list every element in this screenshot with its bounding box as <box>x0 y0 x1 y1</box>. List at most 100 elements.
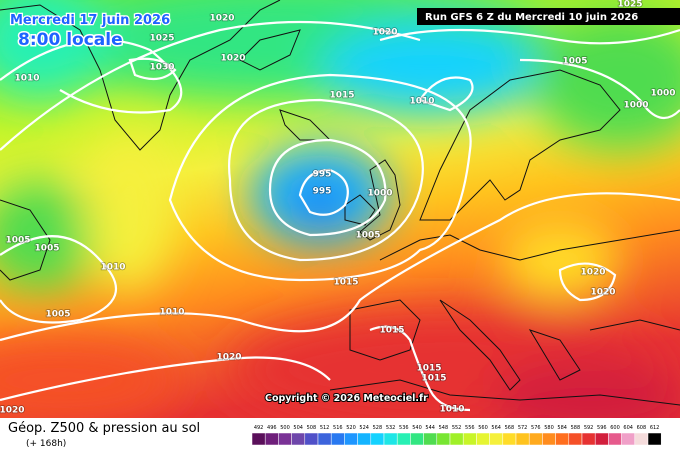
legend-label: 608 <box>637 425 647 431</box>
isobar-label: 995 <box>313 170 332 180</box>
valid-date: Mercredi 17 juin 2026 <box>10 13 170 28</box>
isobar-label: 1010 <box>439 405 464 415</box>
legend-swatch <box>264 432 279 446</box>
legend-label: 528 <box>373 425 383 431</box>
isobar-label: 1010 <box>409 97 434 107</box>
isobar-label: 995 <box>313 187 332 197</box>
legend-swatch <box>542 432 556 446</box>
legend-swatch <box>278 432 292 446</box>
isobar-label: 1010 <box>14 74 39 84</box>
legend-label: 516 <box>333 425 343 431</box>
legend-label: 500 <box>280 425 290 431</box>
legend-label: 512 <box>320 425 330 431</box>
legend-label: 600 <box>610 425 620 431</box>
legend-swatch <box>502 432 517 446</box>
legend-label: 552 <box>452 425 462 431</box>
legend-label: 588 <box>571 425 581 431</box>
isobar-label: 1025 <box>149 34 174 44</box>
legend-swatch <box>621 432 636 446</box>
isobar-label: 1005 <box>355 231 380 241</box>
coastlines <box>0 0 680 406</box>
legend-swatch <box>304 432 319 446</box>
legend-label: 508 <box>307 425 317 431</box>
legend-swatch <box>528 432 543 446</box>
legend-swatch <box>383 432 398 446</box>
color-legend: 492 496 500 504 508 512 516 520 524 528 532 536 540 5… <box>251 425 662 446</box>
legend-label: 576 <box>531 425 541 431</box>
legend-label: 532 <box>386 425 396 431</box>
legend-swatch <box>647 432 662 446</box>
legend-swatch <box>568 432 583 446</box>
isobar-label: 1020 <box>0 406 25 416</box>
legend-label: 524 <box>359 425 369 431</box>
footer-lead: (+ 168h) <box>26 439 66 449</box>
legend-swatch <box>594 432 609 446</box>
copyright: Copyright © 2026 Meteociel.fr <box>265 393 428 404</box>
legend-swatch <box>515 432 530 446</box>
isobar-label: 1020 <box>372 28 397 38</box>
legend-swatch <box>251 432 266 446</box>
local-time: 8:00 locale <box>18 30 123 50</box>
legend-swatch <box>357 432 372 446</box>
legend-label: 580 <box>544 425 554 431</box>
run-box <box>417 8 680 25</box>
legend-swatch <box>423 432 438 446</box>
run-info: Run GFS 6 Z du Mercredi 10 juin 2026 <box>425 12 638 23</box>
legend-label: 560 <box>478 425 488 431</box>
isobar-label: 1010 <box>100 263 125 273</box>
field-shading <box>0 0 680 418</box>
isobar-label: 1000 <box>650 89 675 99</box>
isobar-label: 1010 <box>159 308 184 318</box>
isobar-labels: 1020 1025 1020 1030 1010 1020 1025 1005 1015 1010… <box>0 0 676 416</box>
legend-label: 540 <box>412 425 422 431</box>
legend-swatch <box>449 432 464 446</box>
legend-label: 568 <box>505 425 515 431</box>
legend-label: 492 <box>254 425 264 431</box>
legend-swatch <box>462 432 477 446</box>
legend-swatch <box>476 432 490 446</box>
legend-label: 612 <box>650 425 660 431</box>
isobar-label: 1015 <box>329 91 354 101</box>
isobar-label: 1020 <box>590 288 615 298</box>
legend-label: 496 <box>267 425 277 431</box>
legend-label: 592 <box>584 425 594 431</box>
legend-label: 548 <box>439 425 449 431</box>
isobar-label: 1025 <box>617 0 642 10</box>
footer-title: Géop. Z500 & pression au sol <box>8 421 200 436</box>
legend-swatch <box>608 432 622 446</box>
legend-swatch <box>410 432 424 446</box>
isobar-label: 1000 <box>623 101 648 111</box>
isobar-label: 1005 <box>45 310 70 320</box>
legend-label: 596 <box>597 425 607 431</box>
isobar-label: 1000 <box>367 189 392 199</box>
legend-swatch <box>344 432 358 446</box>
isobar-label: 1015 <box>333 278 358 288</box>
legend-swatch <box>396 432 411 446</box>
legend-swatch <box>436 432 451 446</box>
legend-label: 536 <box>399 425 409 431</box>
legend-label: 544 <box>425 425 435 431</box>
isobar-label: 1015 <box>416 364 441 374</box>
legend-swatch <box>291 432 306 446</box>
isobar-label: 1005 <box>5 236 30 246</box>
legend-label: 572 <box>518 425 528 431</box>
legend-swatch <box>581 432 596 446</box>
isobar-label: 1020 <box>220 54 245 64</box>
map-area: 1020 1025 1020 1030 1010 1020 1025 1005 1015 1010… <box>0 0 680 418</box>
legend-swatch <box>317 432 332 446</box>
legend-swatch <box>489 432 504 446</box>
legend-swatch <box>634 432 649 446</box>
legend-label: 584 <box>557 425 567 431</box>
legend-swatch <box>330 432 345 446</box>
isobar-label: 1030 <box>149 63 174 73</box>
isobar-label: 1020 <box>209 14 234 24</box>
legend-swatch <box>370 432 385 446</box>
legend-label: 556 <box>465 425 475 431</box>
isobar-label: 1005 <box>562 57 587 67</box>
legend-label: 564 <box>491 425 501 431</box>
legend-swatch <box>555 432 570 446</box>
legend-label: 604 <box>623 425 633 431</box>
legend-label: 504 <box>293 425 303 431</box>
isobar-label: 1020 <box>216 353 241 363</box>
